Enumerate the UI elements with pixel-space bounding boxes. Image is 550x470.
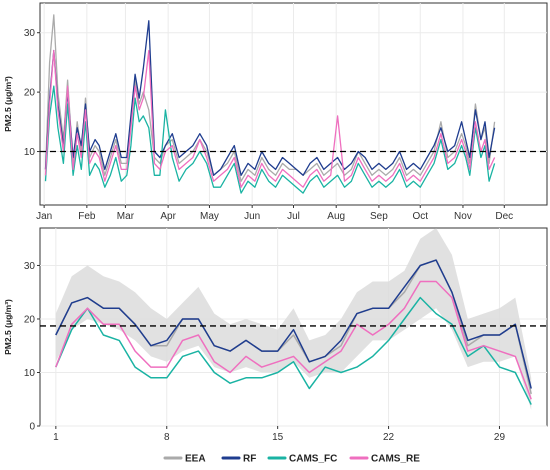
- bottom-x-tick-label: 29: [494, 432, 506, 443]
- legend: EEA RF CAMS_FC CAMS_RE: [163, 454, 420, 465]
- bottom-x-tick-labels: 1 8 15 22 29: [53, 426, 505, 443]
- bottom-panel: 0 10 20 30 1 8 15 22 29 PM2.5 (μg/m³): [3, 227, 548, 443]
- top-x-tick-label: Jul: [287, 211, 300, 222]
- top-x-tick-label: Sep: [370, 211, 388, 222]
- legend-label-RF: RF: [243, 454, 256, 465]
- top-y-tick-labels: 10 20 30: [24, 28, 40, 158]
- bottom-y-tick-label: 10: [24, 368, 36, 379]
- top-y-tick-label: 30: [24, 28, 36, 39]
- top-y-tick-label: 20: [24, 88, 36, 99]
- bottom-x-tick-label: 15: [272, 432, 284, 443]
- top-x-tick-label: Mar: [117, 211, 135, 222]
- top-series-CAMS_RE: [44, 49, 496, 188]
- bottom-y-axis-label: PM2.5 (μg/m³): [3, 299, 13, 355]
- top-series-EEA: [44, 14, 496, 182]
- bottom-y-tick-label: 0: [29, 422, 35, 433]
- top-x-tick-label: Jan: [36, 211, 52, 222]
- top-x-tick-labels: Jan Feb Mar Apr May Jun Jul Aug Sep Oct Nov Dec: [36, 205, 513, 222]
- bottom-series-CAMS_FC: [55, 296, 532, 405]
- bottom-series-lines: [55, 259, 532, 405]
- top-series-CAMS_FC: [44, 85, 496, 194]
- bottom-y-tick-labels: 0 10 20 30: [24, 261, 40, 433]
- top-x-tick-label: May: [200, 211, 219, 222]
- bottom-series-CAMS_RE: [55, 280, 532, 400]
- top-x-tick-label: Aug: [327, 211, 345, 222]
- bottom-x-tick-label: 1: [53, 432, 59, 443]
- bottom-y-tick-label: 20: [24, 314, 36, 325]
- top-x-tick-label: Dec: [495, 211, 513, 222]
- top-x-tick-label: Apr: [160, 211, 176, 222]
- bottom-series-RF: [55, 259, 532, 389]
- bottom-x-tick-label: 8: [164, 432, 170, 443]
- bottom-x-tick-label: 22: [383, 432, 395, 443]
- top-y-tick-label: 10: [24, 147, 36, 158]
- legend-label-CAMS_RE: CAMS_RE: [371, 454, 420, 465]
- legend-label-CAMS_FC: CAMS_FC: [289, 454, 337, 465]
- top-x-tick-label: Nov: [454, 211, 472, 222]
- top-series-lines: [44, 14, 496, 194]
- top-x-tick-label: Oct: [412, 211, 428, 222]
- eea-range-band: [55, 228, 532, 410]
- top-x-tick-label: Jun: [244, 211, 260, 222]
- bottom-y-tick-label: 30: [24, 261, 36, 272]
- top-x-tick-label: Feb: [78, 211, 96, 222]
- top-panel: 10 20 30 Jan Feb Mar Apr May Jun Jul Aug Sep Oct Nov…: [3, 2, 548, 222]
- top-y-axis-label: PM2.5 (μg/m³): [3, 76, 13, 132]
- top-series-RF: [44, 20, 496, 176]
- legend-label-EEA: EEA: [185, 454, 206, 465]
